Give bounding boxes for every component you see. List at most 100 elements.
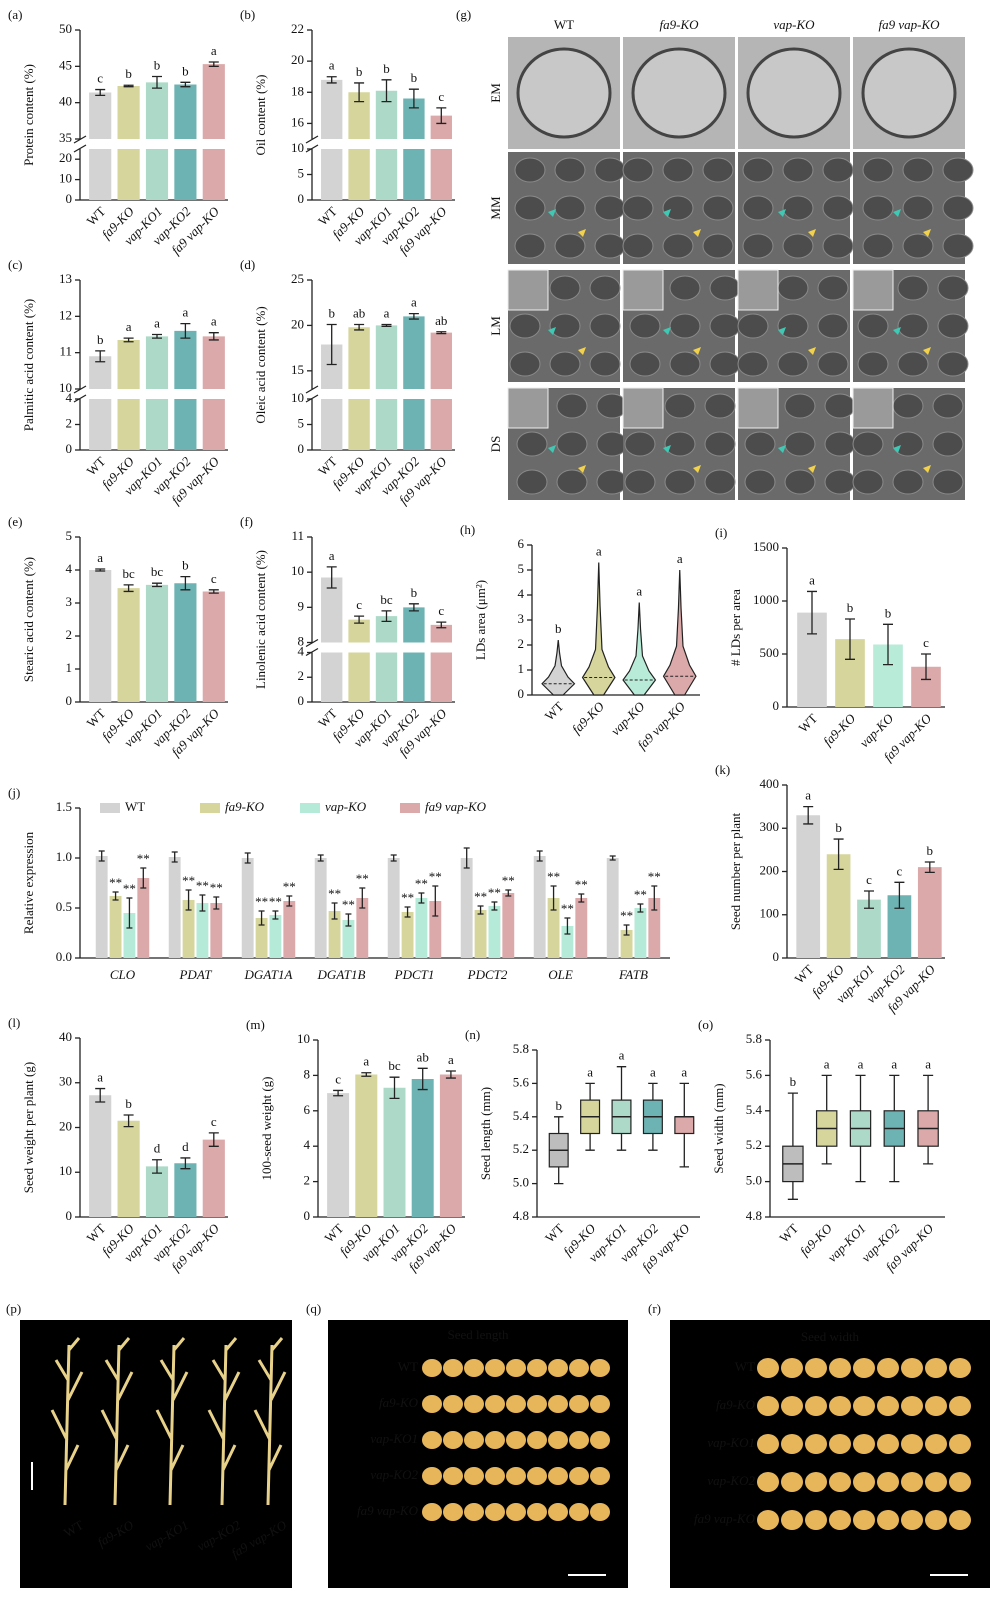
y-tick-label: 5.4 [513, 1108, 530, 1123]
seed [829, 1472, 851, 1492]
significance-letter: a [636, 583, 642, 598]
significance-letter: a [891, 1056, 897, 1071]
seed [805, 1510, 827, 1530]
arrowhead [548, 327, 556, 335]
y-tick-label: 0 [304, 1208, 311, 1223]
seed [464, 1431, 484, 1449]
lipid-droplet [662, 195, 694, 221]
y-tick-label: 4.8 [513, 1208, 529, 1223]
lipid-droplet [554, 195, 586, 221]
lipid-droplet [509, 351, 541, 377]
arrowhead [693, 347, 701, 355]
error-bar [286, 895, 293, 907]
seed [485, 1395, 505, 1413]
y-tick-label: 5.6 [513, 1074, 530, 1089]
error-bar [95, 88, 106, 97]
significance-label: ** [547, 869, 560, 884]
inset [852, 387, 894, 429]
seed [781, 1358, 803, 1378]
x-tick-label: WT [792, 962, 817, 987]
cell-outline [631, 47, 727, 139]
bar [196, 903, 209, 958]
bar [375, 325, 398, 450]
arrowhead [923, 347, 931, 355]
seed [925, 1472, 947, 1492]
bar [202, 336, 225, 450]
significance-label: ** [255, 894, 268, 909]
y-tick-label: 5.8 [513, 1041, 529, 1056]
significance-label: ** [109, 875, 122, 890]
seed [949, 1396, 971, 1416]
bar [202, 1139, 225, 1217]
bar [502, 893, 515, 958]
bar [117, 1120, 140, 1217]
y-tick-label: 0.5 [56, 899, 72, 914]
significance-label: ** [182, 873, 195, 888]
significance-label: ** [429, 869, 442, 884]
violin [541, 639, 576, 696]
y-axis-label: 100-seed weight (g) [259, 1077, 274, 1181]
significance-letter: a [154, 315, 160, 330]
lipid-droplet [892, 469, 924, 495]
error-bar [651, 885, 658, 911]
significance-letter: c [438, 89, 444, 104]
significance-letter: b [97, 332, 104, 347]
bar [117, 588, 140, 702]
column-label: vap-KO [773, 17, 815, 32]
bar [123, 913, 136, 958]
panel-label: (k) [715, 762, 730, 777]
lipid-droplet [777, 313, 809, 339]
arrowhead [548, 209, 556, 217]
bar [387, 858, 400, 958]
seed [506, 1503, 526, 1521]
lipid-droplet [737, 313, 769, 339]
lipid-droplet [824, 393, 856, 419]
lipid-droplet [822, 157, 854, 183]
legend-label: fa9-KO [225, 799, 265, 814]
significance-letter: a [211, 314, 217, 329]
y-tick-label: 4.8 [746, 1208, 762, 1223]
error-bar [199, 894, 206, 912]
y-tick-label: 10 [291, 390, 304, 405]
seed [949, 1472, 971, 1492]
seed [901, 1358, 923, 1378]
lipid-droplet [902, 157, 934, 183]
row-label: vap-KO1 [370, 1431, 418, 1446]
error-bar [180, 322, 191, 339]
row-label: DS [488, 436, 503, 453]
lipid-droplet [549, 275, 581, 301]
inset [737, 269, 779, 311]
lipid-droplet [782, 195, 814, 221]
row-label: WT [735, 1359, 755, 1374]
lipid-droplet [857, 313, 889, 339]
panel-label: (f) [240, 514, 253, 529]
significance-letter: c [438, 603, 444, 618]
bar [145, 1166, 169, 1217]
bar [561, 926, 574, 958]
y-tick-label: 0 [298, 191, 305, 206]
error-bar [894, 881, 905, 909]
significance-letter: a [411, 295, 417, 310]
lipid-droplet [622, 233, 654, 259]
lipid-droplet [782, 233, 814, 259]
inset [737, 387, 779, 429]
lipid-droplet [892, 393, 924, 419]
bar [648, 898, 661, 958]
y-tick-label: 20 [291, 52, 304, 67]
lipid-droplet [937, 313, 969, 339]
y-axis-label: Seed number per plant [728, 812, 743, 930]
lipid-droplet [862, 195, 894, 221]
y-tick-label: 20 [59, 150, 72, 165]
error-bar [258, 910, 265, 926]
significance-letter: a [587, 1064, 593, 1079]
arrowhead [578, 229, 586, 237]
lipid-droplet [704, 469, 736, 495]
seed [853, 1510, 875, 1530]
y-tick-label: 500 [760, 645, 780, 660]
seed [569, 1467, 589, 1485]
significance-letter: c [211, 1114, 217, 1129]
y-tick-label: 6 [518, 536, 525, 551]
bar [911, 666, 941, 707]
arrowhead [778, 327, 786, 335]
arrowhead [923, 229, 931, 237]
